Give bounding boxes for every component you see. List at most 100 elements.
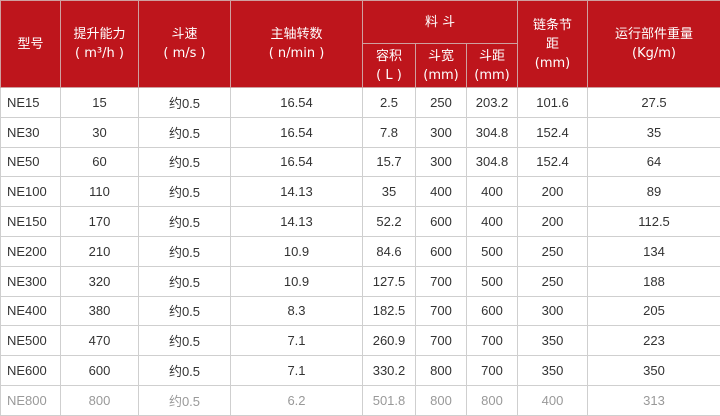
table-cell: 15: [61, 88, 139, 118]
table-cell: 313: [588, 385, 720, 415]
table-cell: 700: [467, 326, 518, 356]
table-cell: 300: [416, 117, 467, 147]
table-cell: 800: [416, 356, 467, 386]
table-cell: 30: [61, 117, 139, 147]
table-cell: 约0.5: [139, 266, 231, 296]
header-width: 斗宽(mm): [416, 44, 467, 88]
table-cell: 7.8: [363, 117, 416, 147]
table-cell: 152.4: [518, 117, 588, 147]
table-cell: 600: [61, 356, 139, 386]
table-cell: 350: [588, 356, 720, 386]
table-cell: 89: [588, 177, 720, 207]
table-cell: 200: [518, 207, 588, 237]
table-cell: 7.1: [231, 356, 363, 386]
table-cell: 14.13: [231, 207, 363, 237]
table-cell: 约0.5: [139, 88, 231, 118]
table-cell: 400: [518, 385, 588, 415]
table-cell: 800: [61, 385, 139, 415]
header-rpm: 主轴转数( n/min ): [231, 1, 363, 88]
table-cell: 约0.5: [139, 326, 231, 356]
table-cell: 800: [416, 385, 467, 415]
table-cell: 304.8: [467, 147, 518, 177]
table-cell: 600: [467, 296, 518, 326]
table-cell: NE15: [1, 88, 61, 118]
table-cell: 2.5: [363, 88, 416, 118]
header-bucket: 料 斗: [363, 1, 518, 44]
table-cell: 320: [61, 266, 139, 296]
table-cell: 210: [61, 236, 139, 266]
table-cell: 127.5: [363, 266, 416, 296]
table-cell: 330.2: [363, 356, 416, 386]
table-cell: NE50: [1, 147, 61, 177]
table-cell: 380: [61, 296, 139, 326]
table-cell: 600: [416, 236, 467, 266]
table-cell: 112.5: [588, 207, 720, 237]
header-volume: 容积( L ): [363, 44, 416, 88]
table-cell: 260.9: [363, 326, 416, 356]
header-weight: 运行部件重量(Kg/m): [588, 1, 720, 88]
table-cell: 400: [416, 177, 467, 207]
table-cell: NE100: [1, 177, 61, 207]
table-cell: 700: [416, 326, 467, 356]
table-cell: 35: [588, 117, 720, 147]
table-cell: 400: [467, 177, 518, 207]
header-capacity: 提升能力( m³/h ): [61, 1, 139, 88]
table-cell: 700: [416, 296, 467, 326]
table-cell: 250: [518, 236, 588, 266]
header-speed: 斗速( m/s ): [139, 1, 231, 88]
table-cell: 203.2: [467, 88, 518, 118]
table-cell: 400: [467, 207, 518, 237]
table-cell: 27.5: [588, 88, 720, 118]
table-cell: 约0.5: [139, 385, 231, 415]
table-cell: 223: [588, 326, 720, 356]
table-cell: 350: [518, 326, 588, 356]
table-cell: 15.7: [363, 147, 416, 177]
table-cell: 188: [588, 266, 720, 296]
table-cell: 10.9: [231, 236, 363, 266]
header-chain: 链条节距(mm): [518, 1, 588, 88]
table-cell: 300: [518, 296, 588, 326]
table-cell: 205: [588, 296, 720, 326]
table-cell: 600: [416, 207, 467, 237]
table-cell: 6.2: [231, 385, 363, 415]
table-cell: 800: [467, 385, 518, 415]
table-cell: 约0.5: [139, 147, 231, 177]
table-cell: 52.2: [363, 207, 416, 237]
table-cell: 300: [416, 147, 467, 177]
table-cell: 101.6: [518, 88, 588, 118]
table-cell: NE400: [1, 296, 61, 326]
table-cell: 约0.5: [139, 236, 231, 266]
table-cell: 8.3: [231, 296, 363, 326]
table-cell: 700: [467, 356, 518, 386]
table-cell: 16.54: [231, 147, 363, 177]
table-cell: 250: [416, 88, 467, 118]
table-cell: NE30: [1, 117, 61, 147]
table-cell: NE800: [1, 385, 61, 415]
table-cell: 501.8: [363, 385, 416, 415]
table-cell: 170: [61, 207, 139, 237]
table-cell: 152.4: [518, 147, 588, 177]
table-cell: 14.13: [231, 177, 363, 207]
table-cell: 200: [518, 177, 588, 207]
table-cell: 500: [467, 236, 518, 266]
table-cell: 110: [61, 177, 139, 207]
table-cell: 16.54: [231, 88, 363, 118]
table-cell: NE600: [1, 356, 61, 386]
table-cell: 约0.5: [139, 207, 231, 237]
table-cell: 134: [588, 236, 720, 266]
table-cell: 700: [416, 266, 467, 296]
table-cell: 64: [588, 147, 720, 177]
table-cell: 10.9: [231, 266, 363, 296]
table-cell: 250: [518, 266, 588, 296]
